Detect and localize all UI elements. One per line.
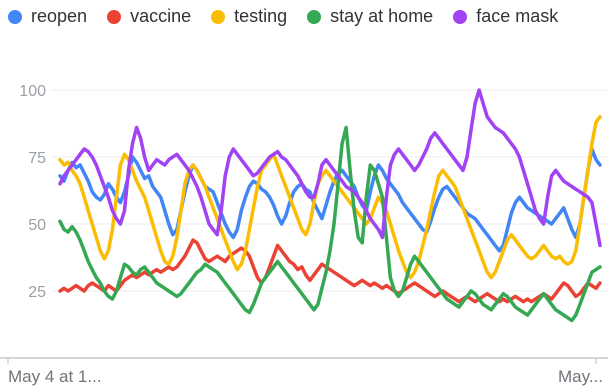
legend-label: stay at home [330, 6, 434, 26]
legend-item-face-mask[interactable]: face mask [453, 6, 558, 27]
legend-item-stay-at-home[interactable]: stay at home [307, 6, 433, 27]
y-axis-ticks: 25 50 75 100 [19, 83, 46, 301]
legend-label: vaccine [130, 6, 192, 26]
y-tick-label: 75 [28, 150, 46, 167]
legend-label: reopen [31, 6, 88, 26]
legend-dot-icon [107, 9, 122, 24]
x-axis-ticks: May 4 at 1... May... [7, 358, 603, 386]
y-tick-label: 100 [19, 83, 46, 100]
y-tick-label: 25 [28, 284, 46, 301]
legend-label: testing [234, 6, 288, 26]
legend-item-vaccine[interactable]: vaccine [107, 6, 191, 27]
series-line-testing [58, 115, 602, 280]
legend-item-reopen[interactable]: reopen [8, 6, 87, 27]
legend-label: face mask [476, 6, 559, 26]
series-line-face-mask [58, 88, 602, 248]
x-tick-label: May 4 at 1... [8, 367, 102, 386]
chart-legend: reopen vaccine testing stay at home face mas… [8, 6, 578, 27]
series-line-reopen [58, 147, 602, 253]
legend-dot-icon [453, 9, 468, 24]
series-line-stay-at-home [58, 125, 602, 323]
legend-dot-icon [307, 9, 322, 24]
legend-dot-icon [211, 9, 226, 24]
y-tick-label: 50 [28, 217, 46, 234]
x-tick-label: May... [558, 367, 603, 386]
legend-dot-icon [8, 9, 22, 24]
legend-item-testing[interactable]: testing [211, 6, 287, 27]
chart-series [58, 88, 602, 323]
